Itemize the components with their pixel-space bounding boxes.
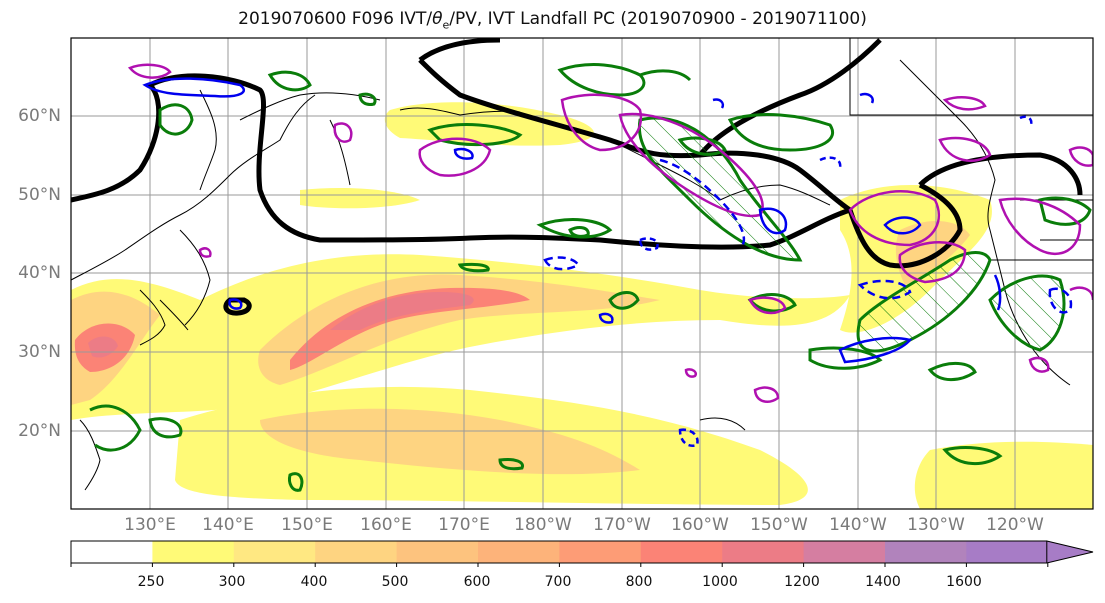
colorbar-segment [885, 541, 967, 563]
theta-e-negative-contours [142, 77, 1073, 447]
lon-label-170w: 170°W [593, 515, 651, 535]
lon-label-130w: 130°W [907, 515, 965, 535]
colorbar-tick-label: 800 [625, 574, 653, 590]
colorbar-segment [396, 541, 479, 563]
colorbar-segment [640, 541, 723, 563]
colorbar-tick-label: 400 [300, 574, 328, 590]
ivt-colorbar [70, 540, 1094, 567]
colorbar-tick-label: 300 [218, 574, 246, 590]
colorbar-segment [152, 541, 235, 563]
lat-label-60n: 60°N [18, 106, 61, 126]
lat-label-50n: 50°N [18, 185, 61, 205]
colorbar-tick-label: 500 [381, 574, 409, 590]
lon-label-160e: 160°E [360, 515, 412, 535]
lon-label-120w: 120°W [986, 515, 1044, 535]
ivt-shading [71, 102, 1093, 509]
lon-label-160w: 160°W [671, 515, 729, 535]
colorbar-segment [478, 541, 560, 563]
colorbar-segment [233, 541, 316, 563]
colorbar-tick-label: 700 [544, 574, 572, 590]
colorbar-segment [966, 541, 1047, 563]
pv-contours [89, 63, 1092, 492]
lon-label-140w: 140°W [829, 515, 887, 535]
lat-label-30n: 30°N [18, 342, 61, 362]
map-frame [70, 37, 1094, 510]
colorbar-tick-label: 1200 [784, 574, 820, 590]
colorbar-segment [71, 541, 153, 563]
colorbar-segment [803, 541, 886, 563]
landfall-pc-contour [71, 38, 1083, 316]
figure-title: 2019070600 F096 IVT/θe/PV, IVT Landfall … [238, 9, 867, 32]
lon-label-170e: 170°E [438, 515, 490, 535]
colorbar-tick-label: 1400 [865, 574, 901, 590]
colorbar-tick-label: 250 [137, 574, 165, 590]
colorbar-extend-arrow [1046, 540, 1094, 564]
colorbar-tick-label: 1600 [946, 574, 982, 590]
colorbar-segment [559, 541, 642, 563]
lat-label-20n: 20°N [18, 421, 61, 441]
lon-label-150w: 150°W [750, 515, 808, 535]
lon-label-150e: 150°E [281, 515, 333, 535]
colorbar-tick-label: 1000 [702, 574, 738, 590]
colorbar-segment [315, 541, 398, 563]
colorbar-tick-label: 600 [463, 574, 491, 590]
colorbar-segment [722, 541, 805, 563]
lat-label-40n: 40°N [18, 263, 61, 283]
lon-label-140e: 140°E [202, 515, 254, 535]
lon-label-130e: 130°E [124, 515, 176, 535]
lon-label-180w: 180°W [514, 515, 572, 535]
